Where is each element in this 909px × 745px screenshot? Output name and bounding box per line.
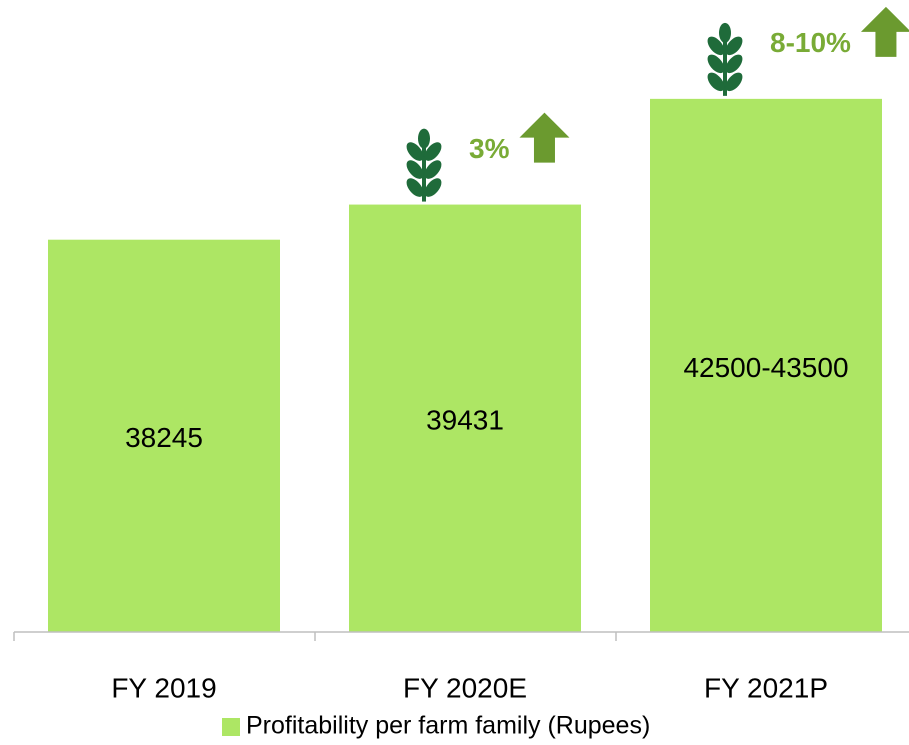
wheat-icon <box>719 22 731 43</box>
bar <box>349 204 581 633</box>
wheat-icon <box>406 178 424 197</box>
annotation: 8-10% <box>770 27 851 58</box>
wheat-icon <box>725 72 743 92</box>
value-label: 42500-43500 <box>683 352 848 383</box>
wheat-icon <box>406 142 424 161</box>
wheat-icon <box>406 160 424 179</box>
up-arrow <box>860 6 909 57</box>
up-arrow <box>519 112 570 163</box>
bar <box>650 98 882 633</box>
annotation: 3% <box>469 133 510 164</box>
value-label: 38245 <box>125 422 203 453</box>
wheat-icon <box>424 142 442 161</box>
wheat-icon <box>725 54 743 74</box>
wheat-icon <box>707 54 725 74</box>
wheat-icon <box>707 36 725 56</box>
x-tick-label: FY 2020E <box>403 672 527 703</box>
value-label: 39431 <box>426 405 504 436</box>
bar <box>48 239 280 632</box>
x-tick-label: FY 2021P <box>704 672 828 703</box>
wheat-icon <box>725 36 743 56</box>
wheat-icon <box>707 72 725 92</box>
wheat-icon <box>424 178 442 197</box>
wheat-icon <box>424 160 442 179</box>
legend-label: Profitability per farm family (Rupees) <box>246 712 650 740</box>
x-tick-label: FY 2019 <box>111 672 216 703</box>
wheat-icon <box>418 128 430 149</box>
legend-swatch <box>222 718 240 736</box>
